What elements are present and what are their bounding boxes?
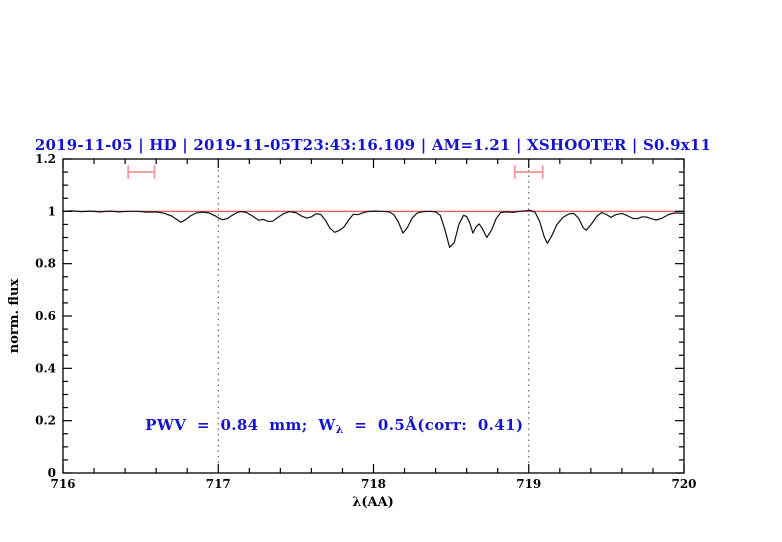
observed-spectrum-line [62,209,685,248]
x-tick-label-719: 719 [516,477,541,491]
pwv-annotation-text: PWV = 0.84 mm; W [145,416,336,434]
x-axis-label: λ(AA) [352,495,394,510]
y-tick-label-0.4: 0.4 [35,361,56,375]
pwv-annotation-text-2: = 0.5Å(corr: 0.41) [344,416,524,434]
y-tick-label-0.2: 0.2 [35,414,56,428]
y-tick-label-0: 0 [48,466,56,480]
x-tick-label-717: 717 [206,477,231,491]
pwv-annotation-subscript: λ [336,423,344,436]
pwv-annotation: PWV = 0.84 mm; Wλ = 0.5Å(corr: 0.41) [145,416,523,436]
chart-title: 2019-11-05 | HD | 2019-11-05T23:43:16.10… [35,136,711,154]
plot-layer: 716 717 718 719 720 0 0.2 0.4 0.6 0.8 1 1.2 [35,152,696,491]
y-tick-label-0.6: 0.6 [35,309,56,323]
x-tick-label-720: 720 [671,477,696,491]
x-tick-label-718: 718 [361,477,386,491]
telluric-marker-2 [513,165,544,179]
y-tick-label-0.8: 0.8 [35,257,56,271]
x-tick-label-716: 716 [50,477,75,491]
y-tick-label-1: 1 [48,204,56,218]
y-tick-label-1.2: 1.2 [35,152,56,166]
telluric-marker-1 [127,165,156,179]
y-axis-label: norm. flux [7,279,22,354]
